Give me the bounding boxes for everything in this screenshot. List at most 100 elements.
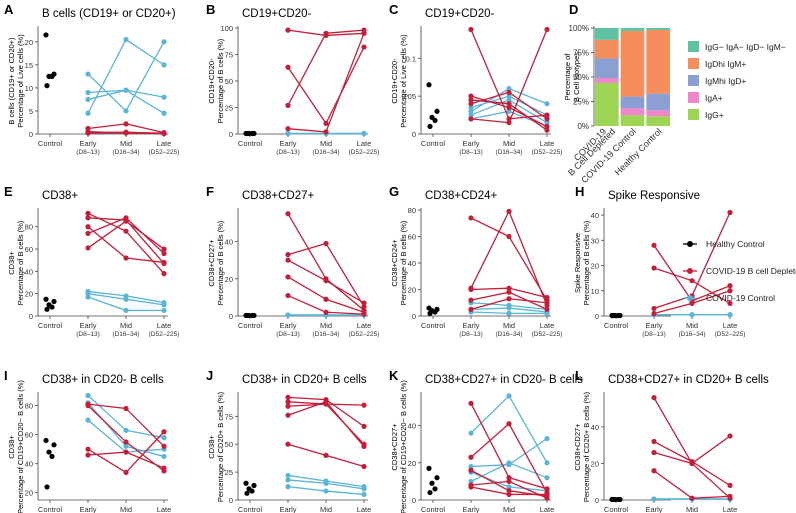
depleted-point: [468, 306, 474, 312]
x-tick-label: Mid: [686, 505, 698, 513]
depleted-point: [544, 116, 550, 122]
depleted-point: [323, 452, 329, 458]
covid-control-point: [651, 496, 657, 502]
covid-control-line: [470, 394, 548, 464]
covid-control-point: [161, 453, 167, 460]
bar-segment: [595, 58, 619, 78]
panel-letter: G: [389, 184, 399, 199]
x-tick-label: Late: [157, 321, 172, 330]
panel-d: D Percentage of B Cell Isotypes 0% 25% 50% 75%…: [563, 2, 786, 185]
depleted-point: [544, 112, 550, 118]
y-axis-label: CD38+: [7, 435, 16, 459]
depleted-point: [285, 211, 291, 217]
y-tick-label: 40: [225, 238, 233, 247]
depleted-line: [287, 29, 365, 106]
depleted-point: [285, 252, 291, 258]
y-tick-label: 20: [591, 262, 599, 271]
x-tick-label: Mid: [120, 321, 132, 330]
depleted-point: [468, 400, 474, 406]
x-tick-label: Control: [38, 139, 63, 148]
legend-label: Healthy Control: [706, 239, 765, 249]
bar-segment: [595, 77, 619, 83]
bar-segment: [646, 116, 670, 126]
panel-c: C CD19+CD20-CD19+CD20- Percentage of Live …: [389, 2, 562, 156]
healthy-control-point: [615, 312, 621, 319]
covid-control-point: [468, 430, 474, 436]
depleted-point: [123, 121, 129, 127]
depleted-point: [506, 104, 512, 111]
covid-control-point: [161, 307, 167, 314]
depleted-point: [85, 230, 91, 237]
y-tick-label: 0: [229, 496, 233, 505]
covid-control-point: [161, 434, 167, 441]
depleted-point: [85, 452, 91, 458]
covid-control-point: [506, 310, 512, 316]
depleted-point: [506, 421, 512, 427]
depleted-point: [544, 294, 550, 301]
healthy-control-point: [49, 453, 55, 460]
depleted-point: [544, 127, 550, 133]
legend-swatch: [688, 109, 699, 120]
x-tick-label: Early: [645, 505, 662, 513]
depleted-point: [123, 255, 129, 261]
healthy-control-point: [43, 32, 49, 38]
depleted-point: [468, 93, 474, 99]
healthy-control-point: [615, 496, 621, 503]
y-tick-label: 80: [408, 206, 416, 215]
depleted-point: [506, 289, 512, 295]
depleted-point: [285, 394, 291, 400]
depleted-point: [544, 495, 550, 501]
depleted-point: [506, 285, 512, 291]
y-axis-label: Percentage of CD19+CD20− B cells (%): [16, 380, 25, 513]
covid-control-point: [506, 305, 512, 311]
x-tick-label: (D52–225): [149, 331, 180, 338]
depleted-point: [651, 265, 657, 271]
y-tick-label: 75: [225, 51, 233, 60]
depleted-point: [285, 403, 291, 409]
covid-control-point: [506, 460, 512, 466]
depleted-point: [123, 228, 129, 234]
panel-title: CD38+CD27+ in CD20- B cells: [425, 374, 583, 386]
y-axis-label: Percentage of B cells (%): [16, 220, 25, 305]
x-tick-label: Late: [157, 139, 172, 148]
bar-segment: [595, 39, 619, 59]
depleted-point: [161, 429, 167, 435]
healthy-control-point: [249, 488, 255, 494]
healthy-control-point: [249, 312, 255, 319]
x-tick-label: Early: [645, 321, 662, 330]
depleted-point: [285, 292, 291, 299]
healthy-control-point: [51, 442, 57, 448]
depleted-point: [285, 441, 291, 447]
healthy-control-point: [244, 490, 250, 496]
depleted-point: [85, 130, 91, 136]
bar-segment: [595, 28, 619, 40]
healthy-control-point: [43, 437, 49, 444]
panel-title: Spike Responsive: [608, 190, 700, 202]
depleted-point: [468, 26, 474, 33]
x-tick-label: (D8–13): [459, 331, 482, 338]
y-tick-label: 40: [591, 211, 599, 220]
covid-control-point: [85, 71, 91, 77]
y-axis-label: Percentage of B cells (%): [582, 220, 591, 305]
legend-swatch: [688, 41, 699, 52]
depleted-point: [651, 242, 657, 248]
healthy-control-point: [427, 123, 433, 130]
depleted-point: [468, 101, 474, 107]
depleted-line: [87, 220, 165, 250]
healthy-control-point: [243, 480, 249, 486]
covid-control-point: [506, 108, 512, 114]
x-tick-label: Control: [238, 321, 263, 330]
y-axis-label: Percentage of: [563, 53, 572, 101]
depleted-point: [727, 300, 733, 306]
x-tick-label: Early: [462, 139, 479, 148]
x-tick-label: Control: [604, 505, 629, 513]
x-tick-label: (D52–225): [349, 149, 380, 156]
depleted-line: [653, 470, 731, 499]
healthy-control-point: [432, 117, 438, 123]
depleted-point: [361, 402, 367, 408]
covid-control-point: [323, 480, 329, 486]
y-axis-label: CD38+CD27+: [207, 239, 216, 287]
y-tick-label: 40: [591, 423, 599, 432]
depleted-point: [123, 469, 129, 476]
depleted-point: [85, 215, 91, 221]
